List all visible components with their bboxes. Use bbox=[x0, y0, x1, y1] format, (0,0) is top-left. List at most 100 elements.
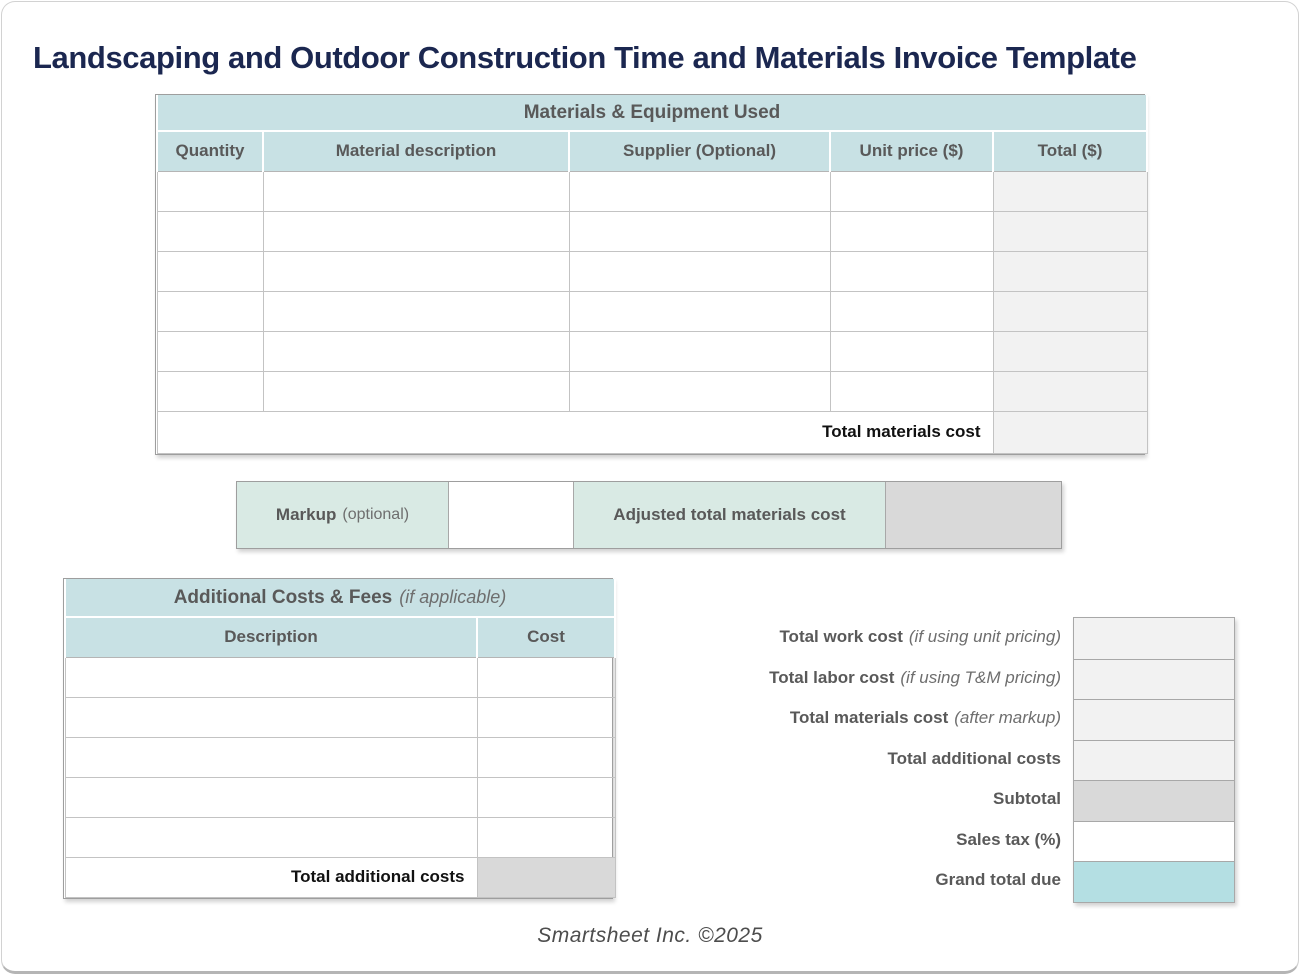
total-labor-cost-value-cell bbox=[1074, 658, 1234, 699]
quantity-cell[interactable] bbox=[156, 330, 264, 372]
unit-price-cell[interactable] bbox=[829, 290, 994, 332]
quantity-cell[interactable] bbox=[156, 170, 264, 212]
sales-tax-input-cell[interactable] bbox=[1074, 820, 1234, 861]
material-description-cell[interactable] bbox=[262, 250, 570, 292]
total-cell bbox=[992, 290, 1148, 332]
total-additional-costs-value-cell bbox=[1074, 739, 1234, 780]
grand-total-due-value-cell bbox=[1074, 861, 1234, 902]
unit-price-cell[interactable] bbox=[829, 210, 994, 252]
adjusted-total-label-cell: Adjusted total materials cost bbox=[573, 482, 885, 548]
summary-label-row: Grand total due bbox=[600, 860, 1061, 901]
cost-cell[interactable] bbox=[476, 656, 616, 698]
additional-costs-title-text: Additional Costs & Fees bbox=[173, 586, 393, 608]
table-row bbox=[156, 250, 1148, 292]
unit-price-cell[interactable] bbox=[829, 250, 994, 292]
material-description-cell[interactable] bbox=[262, 290, 570, 332]
materials-table-title: Materials & Equipment Used bbox=[155, 95, 1149, 132]
description-cell[interactable] bbox=[64, 776, 478, 818]
adjusted-total-value-cell bbox=[885, 482, 1061, 548]
subtotal-value-cell bbox=[1074, 780, 1234, 821]
total-labor-cost-label: Total labor cost bbox=[769, 667, 895, 687]
markup-label-cell: Markup (optional) bbox=[237, 482, 448, 548]
summary-labels: Total work cost (if using unit pricing) … bbox=[600, 617, 1061, 901]
table-row bbox=[156, 290, 1148, 332]
additional-total-row: Total additional costs bbox=[64, 856, 616, 898]
col-header-cost: Cost bbox=[476, 617, 616, 658]
grand-total-due-label: Grand total due bbox=[935, 870, 1061, 890]
quantity-cell[interactable] bbox=[156, 210, 264, 252]
col-header-material-description: Material description bbox=[262, 131, 570, 172]
cost-cell[interactable] bbox=[476, 736, 616, 778]
description-cell[interactable] bbox=[64, 696, 478, 738]
total-materials-cost-value-cell bbox=[1074, 699, 1234, 740]
materials-total-row: Total materials cost bbox=[156, 410, 1148, 454]
materials-total-value-cell bbox=[992, 410, 1148, 454]
quantity-cell[interactable] bbox=[156, 250, 264, 292]
table-row bbox=[156, 370, 1148, 412]
total-work-cost-label: Total work cost bbox=[779, 627, 903, 647]
col-header-supplier: Supplier (Optional) bbox=[568, 131, 831, 172]
subtotal-label: Subtotal bbox=[993, 789, 1061, 809]
materials-total-label: Total materials cost bbox=[156, 410, 994, 454]
unit-price-cell[interactable] bbox=[829, 170, 994, 212]
quantity-cell[interactable] bbox=[156, 370, 264, 412]
unit-price-cell[interactable] bbox=[829, 330, 994, 372]
table-row bbox=[156, 210, 1148, 252]
supplier-cell[interactable] bbox=[568, 370, 831, 412]
summary-value-cells bbox=[1073, 617, 1235, 903]
additional-total-label: Total additional costs bbox=[64, 856, 478, 898]
adjusted-total-label: Adjusted total materials cost bbox=[613, 505, 846, 524]
description-cell[interactable] bbox=[64, 736, 478, 778]
total-additional-costs-label: Total additional costs bbox=[887, 748, 1061, 768]
supplier-cell[interactable] bbox=[568, 210, 831, 252]
table-row bbox=[64, 656, 616, 698]
material-description-cell[interactable] bbox=[262, 210, 570, 252]
description-cell[interactable] bbox=[64, 816, 478, 858]
total-cell bbox=[992, 250, 1148, 292]
total-materials-cost-note: (after markup) bbox=[954, 708, 1061, 728]
summary-label-row: Total work cost (if using unit pricing) bbox=[600, 617, 1061, 658]
footer-copyright: Smartsheet Inc. ©2025 bbox=[537, 924, 763, 947]
markup-input-cell[interactable] bbox=[448, 482, 573, 548]
summary-label-row: Subtotal bbox=[600, 779, 1061, 820]
material-description-cell[interactable] bbox=[262, 330, 570, 372]
material-description-cell[interactable] bbox=[262, 170, 570, 212]
total-work-cost-value-cell bbox=[1074, 618, 1234, 659]
material-description-cell[interactable] bbox=[262, 370, 570, 412]
page-title: Landscaping and Outdoor Construction Tim… bbox=[33, 40, 1137, 75]
markup-section: Markup (optional) Adjusted total materia… bbox=[236, 481, 1062, 549]
markup-note: (optional) bbox=[342, 506, 410, 523]
supplier-cell[interactable] bbox=[568, 250, 831, 292]
quantity-cell[interactable] bbox=[156, 290, 264, 332]
supplier-cell[interactable] bbox=[568, 170, 831, 212]
supplier-cell[interactable] bbox=[568, 290, 831, 332]
table-row bbox=[64, 816, 616, 858]
description-cell[interactable] bbox=[64, 656, 478, 698]
total-cell bbox=[992, 370, 1148, 412]
col-header-unit-price: Unit price ($) bbox=[829, 131, 994, 172]
additional-total-value-cell bbox=[476, 856, 616, 898]
col-header-total: Total ($) bbox=[991, 131, 1149, 172]
cost-cell[interactable] bbox=[476, 776, 616, 818]
additional-costs-title: Additional Costs & Fees (if applicable) bbox=[64, 579, 616, 618]
table-row bbox=[64, 776, 616, 818]
summary-label-row: Total labor cost (if using T&M pricing) bbox=[600, 658, 1061, 699]
total-cell bbox=[992, 210, 1148, 252]
unit-price-cell[interactable] bbox=[829, 370, 994, 412]
summary-label-row: Total materials cost (after markup) bbox=[600, 698, 1061, 739]
col-header-quantity: Quantity bbox=[156, 131, 264, 172]
cost-cell[interactable] bbox=[476, 696, 616, 738]
additional-costs-table: Additional Costs & Fees (if applicable) D… bbox=[63, 578, 616, 899]
materials-table: Materials & Equipment Used Quantity Mate… bbox=[155, 94, 1149, 455]
cost-cell[interactable] bbox=[476, 816, 616, 858]
total-cell bbox=[992, 170, 1148, 212]
table-row bbox=[64, 736, 616, 778]
total-work-cost-note: (if using unit pricing) bbox=[908, 627, 1061, 647]
table-row bbox=[64, 696, 616, 738]
total-cell bbox=[992, 330, 1148, 372]
supplier-cell[interactable] bbox=[568, 330, 831, 372]
total-materials-cost-label: Total materials cost bbox=[789, 708, 949, 728]
table-row bbox=[156, 330, 1148, 372]
additional-costs-title-note: (if applicable) bbox=[399, 586, 507, 607]
